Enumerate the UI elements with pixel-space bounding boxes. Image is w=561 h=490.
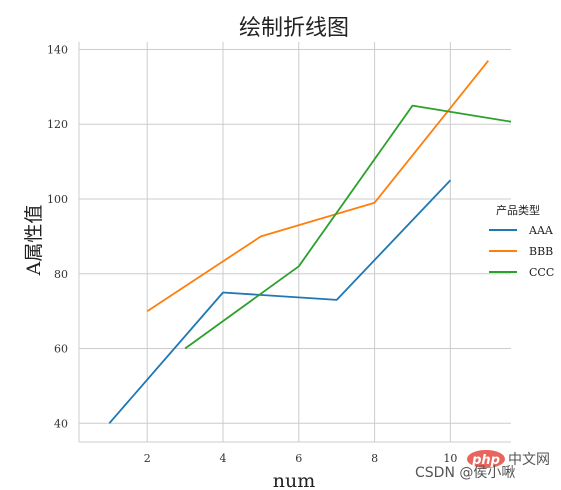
chart-title: 绘制折线图: [239, 16, 349, 41]
y-tick-label: 100: [47, 193, 68, 206]
y-tick-label: 140: [47, 43, 68, 56]
series-line-ccc: [184, 104, 511, 350]
watermark-author-text: CSDN @侯小啾: [415, 465, 515, 481]
php-logo: php: [467, 450, 505, 468]
x-axis-label: num: [273, 470, 316, 490]
axes: [78, 42, 511, 443]
y-tick-label: 60: [54, 343, 68, 356]
legend-label-bbb: BBB: [529, 245, 553, 258]
php-logo-text: php: [471, 453, 500, 468]
x-tick-label: 2: [144, 452, 151, 465]
series-lines: [108, 60, 511, 424]
legend: 产品类型 AAA BBB CCC: [489, 203, 554, 279]
grid: [79, 42, 511, 442]
x-tick-labels: 2 4 6 8 10: [144, 452, 458, 465]
legend-label-ccc: CCC: [529, 266, 554, 279]
x-tick-label: 4: [220, 452, 227, 465]
series-line-bbb: [146, 60, 490, 312]
y-tick-label: 120: [47, 118, 68, 131]
x-tick-label: 8: [371, 452, 378, 465]
legend-title: 产品类型: [496, 203, 540, 217]
watermark: php 中文网 CSDN @侯小啾: [415, 450, 550, 481]
legend-label-aaa: AAA: [528, 224, 554, 237]
y-tick-label: 80: [54, 268, 68, 281]
y-tick-labels: 40 60 80 100 120 140: [47, 43, 68, 430]
watermark-site-text: 中文网: [508, 452, 550, 468]
y-tick-label: 40: [54, 417, 68, 430]
series-line-aaa: [108, 179, 452, 424]
x-tick-label: 10: [443, 452, 457, 465]
y-axis-label: A属性值: [23, 205, 45, 277]
x-tick-label: 6: [295, 452, 302, 465]
